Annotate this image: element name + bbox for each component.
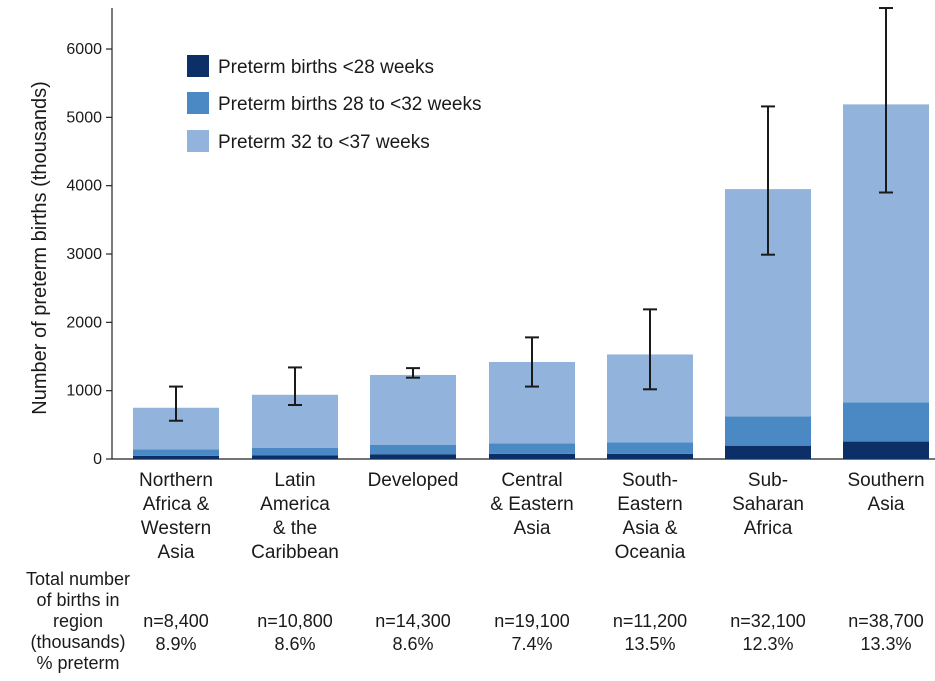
- category-label-line: Central: [501, 470, 562, 491]
- births-n-value: n=14,300: [375, 611, 451, 631]
- category-label-line: Caribbean: [251, 542, 339, 563]
- legend-label: Preterm 32 to <37 weeks: [218, 132, 430, 153]
- category-label-line: Africa &: [143, 494, 210, 515]
- percent-preterm-value: 13.5%: [624, 634, 675, 654]
- footer-row-label-line: region: [53, 611, 103, 631]
- category-label-line: Eastern: [617, 494, 682, 515]
- category-label: Northern Africa & Western Asia: [139, 470, 213, 563]
- y-tick-label: 5000: [66, 109, 102, 126]
- y-tick-label: 4000: [66, 178, 102, 195]
- births-n-value: n=10,800: [257, 611, 333, 631]
- percent-preterm-value: 8.6%: [392, 634, 433, 654]
- category-label: Southern Asia: [847, 470, 924, 515]
- category-label-line: Sub-: [748, 470, 788, 491]
- bar-segment: [370, 374, 456, 445]
- bar-segment: [370, 444, 456, 455]
- y-tick-label: 3000: [66, 246, 102, 263]
- category-label-line: Oceania: [615, 542, 686, 563]
- y-tick-label: 1000: [66, 383, 102, 400]
- category-label: Sub- Saharan Africa: [732, 470, 804, 539]
- bar-segment: [843, 402, 929, 442]
- bar-segment: [843, 441, 929, 459]
- category-label-line: Northern: [139, 470, 213, 491]
- footer-row-label-line: Total number: [26, 569, 130, 589]
- bar-segment: [725, 445, 811, 459]
- legend-swatch: [187, 55, 209, 77]
- bar-segment: [133, 455, 219, 459]
- category-label-line: Asia: [158, 542, 195, 563]
- bar-segment: [489, 453, 575, 459]
- bar-segment: [725, 416, 811, 446]
- percent-preterm-value: 7.4%: [511, 634, 552, 654]
- births-n-value: n=19,100: [494, 611, 570, 631]
- births-n-value: n=38,700: [848, 611, 924, 631]
- bar-segment: [252, 447, 338, 456]
- births-n-value: n=11,200: [613, 611, 687, 631]
- footer-table: Total number of births in region (thousands…: [26, 569, 924, 673]
- category-label: Latin America & the Caribbean: [251, 470, 339, 563]
- percent-preterm-value: 8.9%: [155, 634, 196, 654]
- legend-swatch: [187, 130, 209, 152]
- footer-row-label: Total number of births in region (thousands…: [26, 569, 130, 673]
- footer-row-label-line: % preterm: [36, 653, 119, 673]
- legend-label: Preterm births <28 weeks: [218, 57, 434, 78]
- legend-label: Preterm births 28 to <32 weeks: [218, 94, 482, 115]
- category-label: South- Eastern Asia & Oceania: [615, 470, 686, 563]
- percent-preterm-value: 12.3%: [742, 634, 793, 654]
- error-bars: [169, 7, 893, 422]
- percent-preterm-value: 8.6%: [274, 634, 315, 654]
- bar-segment: [607, 442, 693, 454]
- category-label-line: Western: [141, 518, 211, 539]
- bar-segment: [370, 454, 456, 459]
- y-tick-label: 0: [93, 451, 102, 468]
- percent-preterm-value: 13.3%: [860, 634, 911, 654]
- category-label-line: Southern: [847, 470, 924, 491]
- footer-row-label-line: (thousands): [30, 632, 125, 652]
- category-label-line: Asia: [868, 494, 905, 515]
- category-label-line: & the: [273, 518, 317, 539]
- category-label: Developed: [368, 470, 459, 491]
- category-label-line: Africa: [744, 518, 793, 539]
- bar-segment: [607, 453, 693, 459]
- category-label-line: Asia &: [623, 518, 678, 539]
- category-label-line: & Eastern: [490, 494, 573, 515]
- category-label-line: Developed: [368, 470, 459, 491]
- category-label-line: South-: [622, 470, 678, 491]
- category-label: Central & Eastern Asia: [490, 470, 573, 539]
- y-tick-label: 2000: [66, 314, 102, 331]
- bar-segment: [133, 449, 219, 456]
- births-n-value: n=32,100: [730, 611, 806, 631]
- births-n-value: n=8,400: [143, 611, 209, 631]
- legend: Preterm births <28 weeks Preterm births 2…: [187, 55, 482, 153]
- category-label-line: Asia: [514, 518, 551, 539]
- y-axis-title: Number of preterm births (thousands): [29, 81, 51, 414]
- bar-segment: [252, 455, 338, 459]
- category-labels: Northern Africa & Western Asia Latin America &…: [139, 470, 925, 563]
- category-label-line: America: [260, 494, 330, 515]
- y-tick-label: 6000: [66, 41, 102, 58]
- axes: 0 1000 2000 3000 4000 5000 6000 Number of prete…: [29, 8, 935, 468]
- bar-segment: [489, 443, 575, 454]
- category-label-line: Latin: [274, 470, 315, 491]
- legend-swatch: [187, 92, 209, 114]
- category-label-line: Saharan: [732, 494, 804, 515]
- bars: [133, 104, 929, 459]
- footer-row-label-line: of births in: [36, 590, 119, 610]
